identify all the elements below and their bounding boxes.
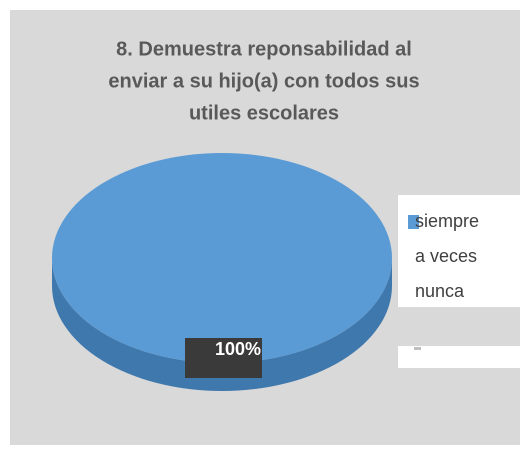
pie: 100%	[52, 153, 392, 391]
pie-slice	[52, 153, 392, 363]
legend-strip	[398, 346, 522, 368]
legend-label: nunca	[415, 281, 465, 301]
legend-swatch	[408, 215, 419, 229]
title-line: utiles escolares	[189, 102, 339, 124]
legend-box	[398, 195, 522, 307]
title-line: 8. Demuestra reponsabilidad al	[116, 38, 412, 60]
legend: siempre a veces nunca	[408, 211, 479, 301]
legend-label: siempre	[415, 211, 479, 231]
title-line: enviar a su hijo(a) con todos sus	[108, 70, 419, 92]
chart-title: 8. Demuestra reponsabilidad al enviar a s…	[108, 38, 419, 124]
legend-label: a veces	[415, 246, 477, 266]
legend-strip-mark	[414, 347, 421, 350]
data-label-box	[185, 338, 262, 378]
pie-side	[52, 258, 392, 391]
data-label: 100%	[215, 339, 261, 359]
